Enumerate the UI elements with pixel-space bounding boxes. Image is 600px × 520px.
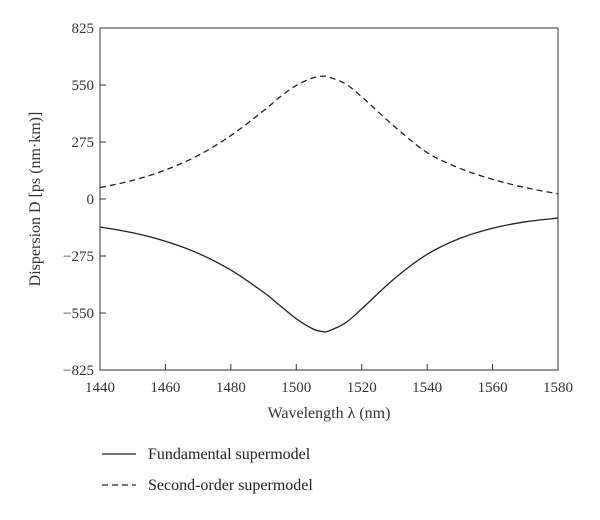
x-tick-label: 1500: [281, 380, 311, 396]
x-axis-title: Wavelength λ (nm): [268, 405, 391, 422]
y-tick-label: 550: [72, 78, 95, 94]
legend-label-second-order: Second-order supermodel: [148, 477, 313, 494]
plot-area: [99, 75, 559, 333]
y-axis-title: Dispersion D [ps (nm·km)]: [27, 112, 44, 287]
y-axis: 825 550 275 0 −275 −550 −825: [63, 21, 106, 379]
x-tick-label: 1440: [85, 380, 115, 396]
x-tick-label: 1460: [150, 380, 180, 396]
series-line-second-order: [99, 75, 559, 195]
y-tick-label: −275: [63, 249, 94, 265]
series-line-fundamental: [99, 217, 559, 333]
legend-label-fundamental: Fundamental supermodel: [148, 446, 311, 463]
x-tick-label: 1560: [478, 380, 508, 396]
x-tick-label: 1480: [216, 380, 246, 396]
y-tick-label: 275: [72, 135, 95, 151]
plot-frame: [99, 27, 559, 371]
x-tick-label: 1520: [347, 380, 377, 396]
x-axis: 1440 1460 1480 1500 1520 1540 1560 1580: [85, 364, 573, 396]
x-tick-label: 1580: [543, 380, 573, 396]
y-tick-label: 825: [72, 21, 95, 37]
y-tick-label: 0: [87, 192, 95, 208]
y-tick-label: −825: [63, 363, 94, 379]
legend: Fundamental supermodel Second-order supe…: [102, 446, 313, 494]
y-tick-label: −550: [63, 306, 94, 322]
x-tick-label: 1540: [412, 380, 442, 396]
